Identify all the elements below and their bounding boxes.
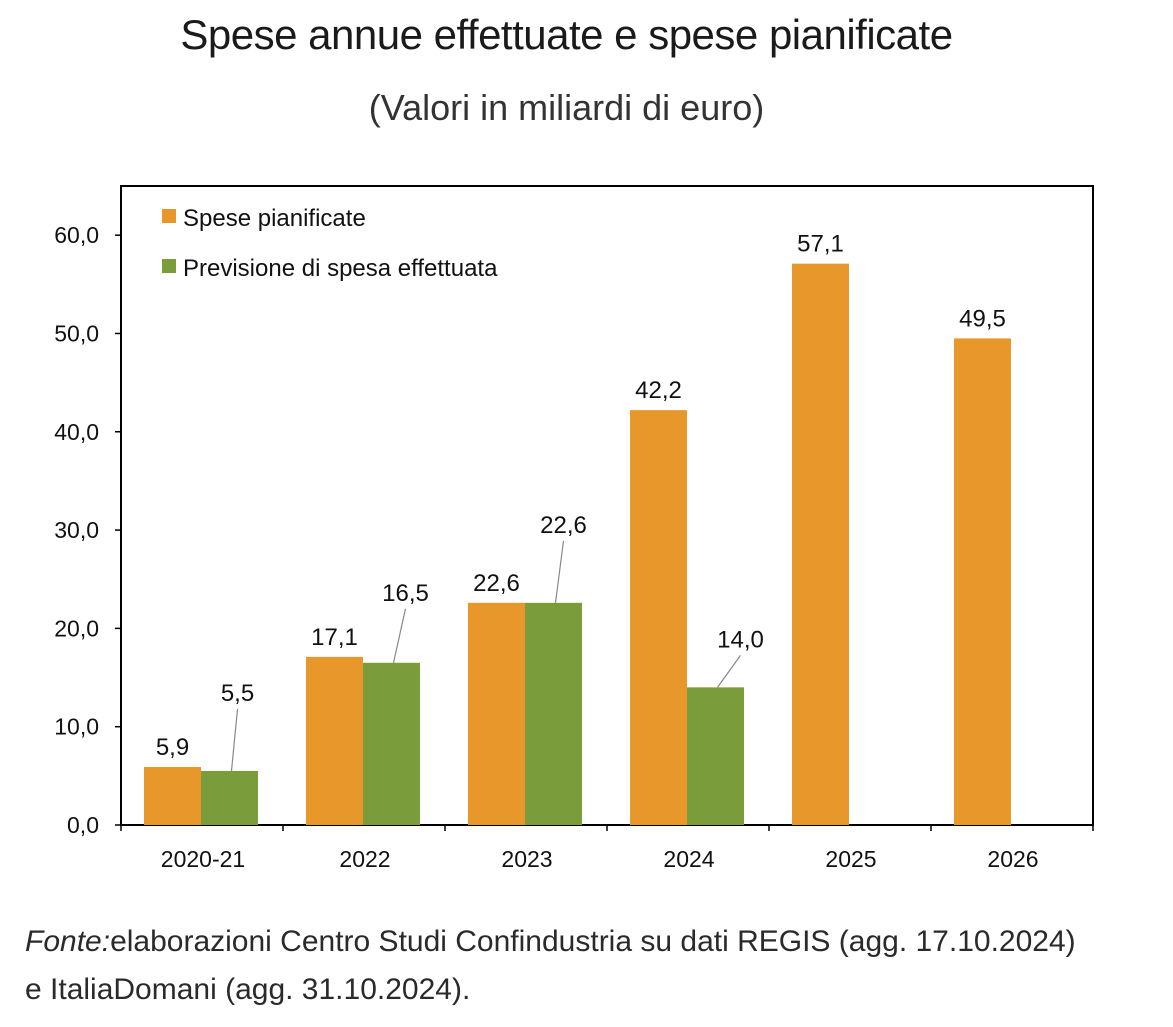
leader-line: [230, 708, 239, 771]
bar-previsione-spesa: [363, 662, 420, 825]
bar-chart: 0,0 10,0 20,0 30,0 40,0 50,0 60,0 2020-21 5,9 5,5…: [54, 185, 1094, 872]
leader-line: [392, 608, 407, 663]
y-tick-label: 20,0: [54, 615, 99, 641]
data-label-previsione-spesa: 14,0: [717, 626, 764, 653]
x-tick-label: 2023: [501, 846, 552, 872]
bar-previsione-spesa: [687, 687, 744, 825]
bar-spese-pianificate: [630, 410, 687, 825]
y-tick-label: 50,0: [54, 320, 99, 346]
source-line-1: elaborazioni Centro Studi Confindustria …: [110, 925, 1076, 958]
x-tick-label: 2020-21: [161, 846, 245, 872]
x-tick-label: 2022: [339, 846, 390, 872]
x-tick-label: 2025: [825, 846, 876, 872]
bar-spese-pianificate: [954, 338, 1011, 825]
legend-item-previsione-spesa-swatch: [162, 259, 176, 273]
bar-previsione-spesa: [525, 602, 582, 825]
bar-spese-pianificate: [792, 263, 849, 825]
y-tick-label: 10,0: [54, 714, 99, 740]
x-tick-label: 2026: [987, 846, 1038, 872]
source-label: Fonte:: [25, 925, 111, 958]
data-label-spese-pianificate: 42,2: [635, 377, 682, 404]
legend-item-previsione-spesa-label: Previsione di spesa effettuata: [183, 255, 498, 282]
bar-spese-pianificate: [468, 602, 525, 825]
data-label-spese-pianificate: 5,9: [156, 734, 189, 761]
bar-previsione-spesa: [201, 770, 258, 825]
y-tick-label: 40,0: [54, 419, 99, 445]
data-label-previsione-spesa: 16,5: [382, 580, 429, 607]
source-note: Fonte:elaborazioni Centro Studi Confindu…: [25, 918, 1145, 1014]
legend-item-spese-pianificate-label: Spese pianificate: [183, 205, 366, 232]
data-label-spese-pianificate: 57,1: [797, 231, 844, 258]
legend-item-spese-pianificate-swatch: [162, 209, 176, 223]
data-label-previsione-spesa: 5,5: [221, 680, 254, 707]
bar-spese-pianificate: [306, 656, 363, 825]
data-label-spese-pianificate: 49,5: [959, 305, 1006, 332]
x-tick-label: 2024: [663, 846, 714, 872]
y-tick-label: 60,0: [54, 222, 99, 248]
data-label-previsione-spesa: 22,6: [540, 512, 587, 539]
data-label-spese-pianificate: 22,6: [473, 570, 520, 597]
leader-line: [717, 655, 741, 688]
y-tick-label: 0,0: [67, 812, 99, 838]
y-tick-label: 30,0: [54, 517, 99, 543]
leader-line: [554, 540, 565, 603]
chart-subtitle: (Valori in miliardi di euro): [368, 87, 765, 128]
data-label-spese-pianificate: 17,1: [311, 624, 358, 651]
source-line-2: e ItaliaDomani (agg. 31.10.2024).: [25, 973, 471, 1006]
bar-spese-pianificate: [144, 766, 201, 825]
chart-title: Spese annue effettuate e spese pianifica…: [180, 11, 953, 58]
